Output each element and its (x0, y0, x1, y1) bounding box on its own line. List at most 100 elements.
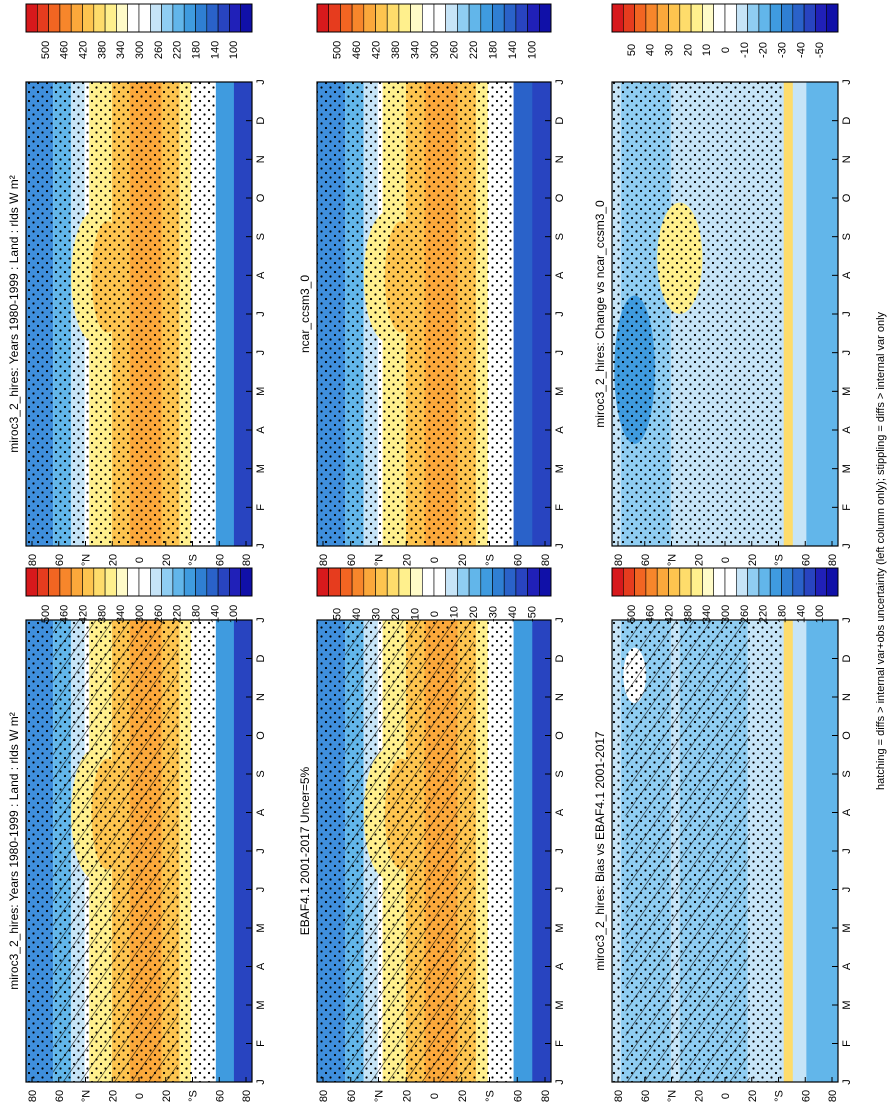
colorbar-label: 300 (429, 41, 441, 59)
lat-tick: 20 (457, 554, 469, 566)
month-tick: S (841, 770, 853, 777)
month-tick: N (255, 693, 267, 701)
colorbar-swatch (410, 567, 423, 597)
lat-tick: 80 (613, 554, 625, 566)
month-tick: J (841, 350, 853, 356)
month-tick: M (554, 923, 566, 932)
month-tick: M (255, 387, 267, 396)
colorbar-swatch (792, 567, 805, 597)
month-tick: S (255, 233, 267, 240)
month-tick: F (841, 1040, 853, 1047)
colorbar-label: 340 (115, 605, 127, 623)
month-tick: D (255, 654, 267, 662)
month-tick: N (841, 155, 853, 163)
colorbar-swatch (668, 3, 681, 33)
lat-tick: 60 (640, 554, 652, 566)
lat-tick: °N (667, 1090, 679, 1102)
month-tick: F (255, 504, 267, 511)
colorbar-swatch (36, 3, 49, 33)
colorbar-label: -30 (488, 606, 500, 622)
lat-tick: 0 (134, 557, 146, 563)
colorbar-swatch (206, 567, 219, 597)
colorbar-swatch (172, 567, 185, 597)
colorbar-swatch (217, 3, 230, 33)
colorbar-label: -50 (527, 606, 539, 622)
colorbar-label: 500 (40, 605, 52, 623)
colorbar-swatch (445, 567, 458, 597)
colorbar-swatch (375, 567, 388, 597)
colorbar-label: 180 (191, 41, 203, 59)
lat-tick: 60 (54, 1090, 66, 1102)
colorbar-label: 460 (59, 605, 71, 623)
colorbar-label: 260 (153, 605, 165, 623)
month-tick: N (255, 155, 267, 163)
colorbar-label: 420 (78, 41, 90, 59)
lat-tick: 80 (613, 1090, 625, 1102)
lat-tick: 20 (161, 1090, 173, 1102)
lat-tick: °N (374, 554, 386, 566)
lat-tick: 20 (693, 554, 705, 566)
month-tick: J (255, 311, 267, 317)
colorbar-label: 50 (626, 44, 638, 56)
month-tick: A (255, 426, 267, 434)
panel-title: EBAF4.1 2001-2017 Uncer=5% (298, 766, 312, 935)
colorbar-swatch (747, 567, 760, 597)
colorbar-swatch (93, 567, 106, 597)
colorbar-swatch (492, 3, 505, 33)
colorbar-label: -20 (468, 606, 480, 622)
colorbar-swatch (183, 3, 196, 33)
month-tick: A (841, 426, 853, 434)
colorbar-label: 20 (390, 608, 402, 620)
panel-title: miroc3_2_hires: Years 1980-1999 : Land :… (7, 175, 21, 452)
month-tick: J (255, 543, 267, 549)
month-tick: J (554, 350, 566, 356)
colorbar-swatch (679, 567, 692, 597)
colorbar-label: 30 (664, 44, 676, 56)
colorbar-swatch (747, 3, 760, 33)
lat-tick: °S (188, 1090, 200, 1102)
colorbar-swatch (104, 3, 117, 33)
colorbar-label: 100 (228, 41, 240, 59)
colorbar-swatch (634, 567, 647, 597)
month-tick: J (554, 848, 566, 854)
colorbar-swatch (468, 3, 482, 33)
colorbar-label: 300 (134, 41, 146, 59)
month-tick: F (554, 1040, 566, 1047)
colorbar-swatch (503, 3, 517, 33)
colorbar-swatch (815, 3, 828, 33)
lat-tick: °S (774, 1090, 786, 1102)
lat-tick: 60 (346, 554, 358, 566)
colorbar-swatch (195, 567, 208, 597)
lat-tick: 60 (346, 1090, 358, 1102)
colorbar-swatch (480, 567, 493, 597)
colorbar-swatch (815, 567, 828, 597)
month-tick: A (554, 962, 566, 970)
colorbar-label: 460 (645, 605, 657, 623)
colorbar-swatch (433, 3, 446, 33)
colorbar-label: 140 (795, 605, 807, 623)
lat-tick: 20 (457, 1090, 469, 1102)
colorbar-swatch (398, 3, 411, 33)
panel-title: ncar_ccsm3_0 (298, 275, 312, 353)
lat-tick: 80 (241, 554, 253, 566)
colorbar-label: 260 (449, 41, 461, 59)
colorbar-swatch (340, 567, 353, 597)
panel-title: miroc3_2_hires: Bias vs EBAF4.1 2001-201… (593, 731, 607, 971)
panel-title: miroc3_2_hires: Change vs ncar_ccsm3_0 (593, 200, 607, 428)
colorbar-swatch (375, 3, 388, 33)
colorbar-swatch (480, 3, 493, 33)
month-tick: F (255, 1040, 267, 1047)
colorbar-swatch (781, 567, 794, 597)
lat-tick: 80 (27, 554, 39, 566)
colorbar-swatch (240, 567, 253, 597)
colorbar-left-bottom: 50 40 30 20 10 0 -10 -20 -30 -40 -50 (611, 3, 839, 58)
lat-tick: 0 (134, 1093, 146, 1099)
colorbar-swatch (690, 567, 703, 597)
lat-tick: 20 (401, 1090, 413, 1102)
lat-tick: 60 (214, 554, 226, 566)
colorbar-swatch (702, 567, 715, 597)
colorbar-right-top: 500 460 420 380 340 300 260 220 180 140 100 (25, 567, 253, 623)
month-tick: M (841, 464, 853, 473)
colorbar-right-middle: 500 460 420 380 340 300 260 220 180 140 100 (25, 3, 253, 59)
colorbar-label: 340 (701, 605, 713, 623)
